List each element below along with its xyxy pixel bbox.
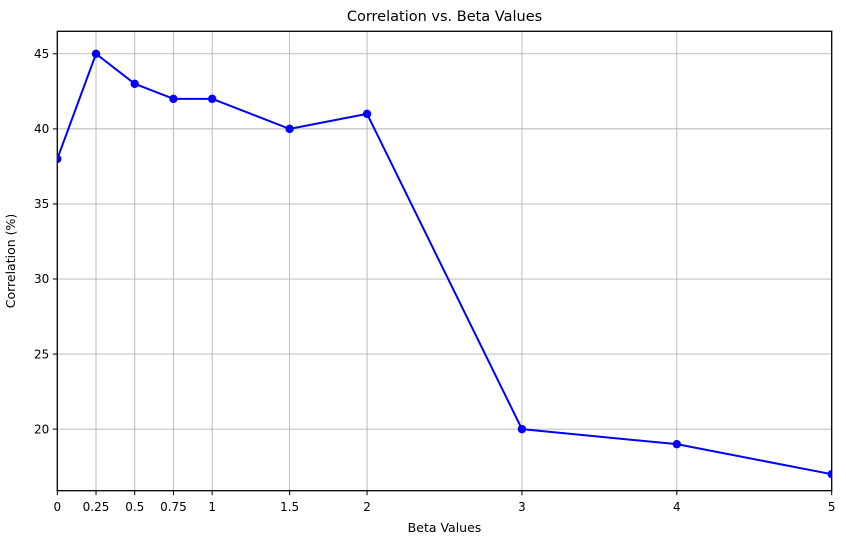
x-axis-label: Beta Values [408, 520, 482, 535]
x-tick-label: 0.5 [125, 500, 144, 514]
y-tick-label: 20 [34, 422, 49, 436]
y-tick-label: 35 [34, 197, 49, 211]
x-tick-label: 1.5 [280, 500, 299, 514]
data-point-marker [91, 49, 101, 59]
data-point-marker [672, 439, 682, 449]
x-tick-label: 4 [673, 500, 681, 514]
data-series-correlation [57, 49, 832, 479]
data-point-marker [827, 469, 832, 479]
x-tick-label: 0.25 [83, 500, 110, 514]
y-tick-label: 40 [34, 122, 49, 136]
plot-border [56, 30, 833, 492]
series-line [57, 52, 832, 476]
axes-spines [56, 30, 833, 492]
x-tick-label: 3 [518, 500, 526, 514]
data-point-marker [362, 109, 372, 119]
data-point-marker [285, 124, 294, 134]
data-point-marker [169, 94, 178, 104]
y-tick-label: 30 [34, 272, 49, 286]
x-tick-label: 2 [363, 500, 371, 514]
chart-title: Correlation vs. Beta Values [347, 9, 542, 25]
y-axis-label: Correlation (%) [3, 214, 18, 309]
data-point-marker [57, 154, 62, 164]
data-point-marker [130, 79, 139, 89]
grid-lines [56, 31, 833, 491]
x-tick-label: 5 [828, 500, 836, 514]
data-point-marker [207, 94, 217, 104]
y-tick-label: 25 [34, 347, 49, 361]
x-tick-label: 0.75 [160, 500, 187, 514]
data-point-marker [517, 424, 527, 434]
y-tick-label: 45 [34, 47, 49, 61]
x-tick-label: 0 [53, 500, 61, 514]
x-tick-label: 1 [208, 500, 216, 514]
